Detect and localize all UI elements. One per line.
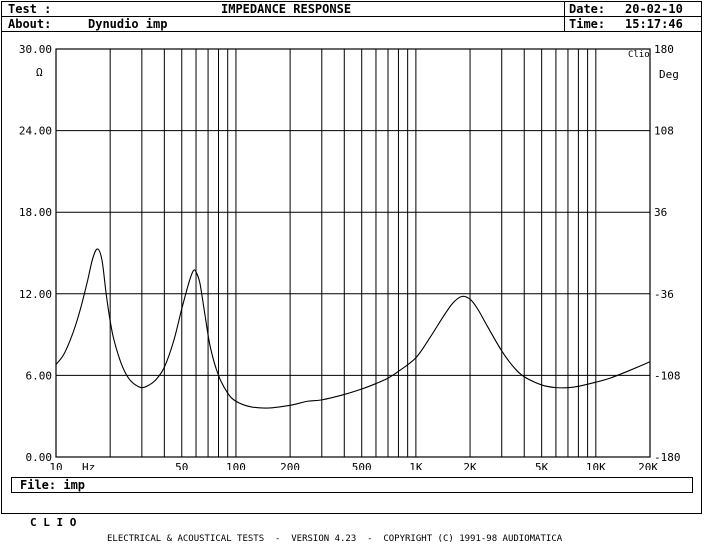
- y-tick-label: 12.00: [19, 288, 52, 301]
- y-tick-label: 0.00: [26, 451, 53, 464]
- x-tick-label: 5K: [535, 461, 549, 470]
- y-tick-label: 18.00: [19, 206, 52, 219]
- x-tick-label: 500: [352, 461, 372, 470]
- file-bar: File: imp: [11, 477, 693, 493]
- page-title: IMPEDANCE RESPONSE: [221, 2, 352, 16]
- time-label: Time:: [569, 17, 606, 31]
- y-tick-label: 6.00: [26, 369, 53, 382]
- x-tick-label: 1K: [409, 461, 423, 470]
- header-row-about: About: Dynudio imp Time: 15:17:46: [2, 17, 701, 32]
- time-value: 15:17:46: [625, 17, 683, 31]
- about-label: About:: [8, 17, 52, 31]
- date-value: 20-02-10: [625, 2, 683, 16]
- y2-tick-label: -36: [654, 288, 674, 301]
- y2-tick-label: 180: [654, 43, 674, 56]
- header-divider: [564, 2, 565, 32]
- y-tick-label: 24.00: [19, 125, 52, 138]
- footer-text: ELECTRICAL & ACOUSTICAL TESTS - VERSION …: [107, 534, 563, 544]
- x-unit-label: Hz: [82, 461, 95, 470]
- right-unit-label: Deg: [659, 68, 679, 81]
- header-row-test: Test : IMPEDANCE RESPONSE Date: 20-02-10: [2, 2, 701, 17]
- impedance-curve: [55, 248, 651, 409]
- clio-badge: Clio: [628, 50, 650, 60]
- y-tick-label: 30.00: [19, 43, 52, 56]
- left-unit-label: Ω: [36, 66, 43, 79]
- x-tick-label: 100: [226, 461, 246, 470]
- x-tick-label: 2K: [463, 461, 477, 470]
- window-frame: Test : IMPEDANCE RESPONSE Date: 20-02-10…: [1, 1, 702, 514]
- plot-border: [55, 48, 651, 458]
- y2-tick-label: -180: [654, 451, 681, 464]
- file-name: imp: [63, 478, 86, 492]
- footer-bar: C L I O ELECTRICAL & ACOUSTICAL TESTS - …: [0, 499, 705, 544]
- x-tick-label: 10: [49, 461, 62, 470]
- x-tick-label: 20K: [638, 461, 658, 470]
- date-label: Date:: [569, 2, 606, 16]
- y-axis-left-ticks: 0.00 6.00 12.00 18.00 24.00 30.00: [19, 43, 52, 464]
- x-tick-label: 200: [280, 461, 300, 470]
- y2-tick-label: 36: [654, 206, 667, 219]
- x-tick-label: 50: [175, 461, 188, 470]
- file-label: File:: [20, 478, 57, 492]
- x-axis-ticks: 10 50 100 200 500 1K 2K 5K 10K 20K: [49, 461, 658, 470]
- brand-text: C L I O: [30, 516, 77, 529]
- impedance-chart: 0.00 6.00 12.00 18.00 24.00 30.00 -180 -108 -36…: [19, 43, 681, 470]
- y2-tick-label: 108: [654, 125, 674, 138]
- x-tick-label: 10K: [586, 461, 606, 470]
- y-axis-right-ticks: -180 -108 -36 36 108 180: [654, 43, 681, 464]
- chart-grid: [56, 49, 650, 457]
- about-value: Dynudio imp: [88, 17, 168, 31]
- test-label: Test :: [8, 2, 52, 16]
- y2-tick-label: -108: [654, 369, 681, 382]
